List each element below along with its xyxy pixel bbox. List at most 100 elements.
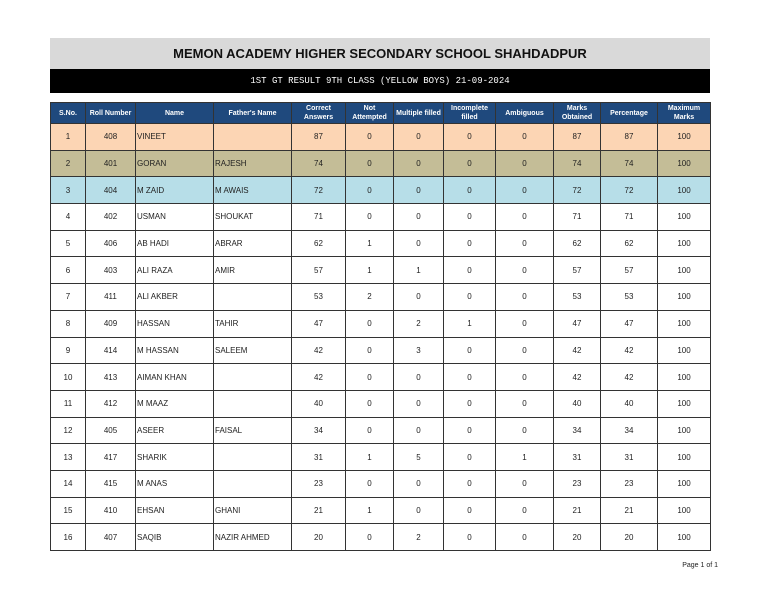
table-cell — [213, 283, 292, 311]
table-cell: 0 — [393, 149, 444, 178]
table-cell: 9 — [50, 336, 86, 365]
table-cell: 417 — [85, 443, 136, 471]
page-number: Page 1 of 1 — [682, 562, 718, 569]
table-cell — [213, 363, 292, 391]
table-cell: 34 — [600, 416, 658, 445]
table-row: 8 409 HASSAN TAHIR 47 0 2 1 0 47 47 100 — [50, 309, 711, 338]
table-cell: EHSAN — [135, 496, 214, 525]
table-cell: 0 — [443, 363, 496, 391]
column-header: Not Attempted — [345, 102, 394, 124]
table-row: 2 401 GORAN RAJESH 74 0 0 0 0 74 74 100 — [50, 149, 711, 178]
table-cell: 0 — [443, 176, 496, 205]
table-row: 11 412 M MAAZ 40 0 0 0 0 40 40 100 — [50, 389, 711, 418]
table-cell: 1 — [345, 256, 394, 285]
table-cell: 100 — [657, 203, 711, 231]
table-cell: 0 — [393, 363, 444, 391]
table-cell: 0 — [495, 123, 554, 151]
table-cell: 411 — [85, 283, 136, 311]
table-row: 7 411 ALI AKBER 53 2 0 0 0 53 53 100 — [50, 283, 711, 311]
table-cell: AMIR — [213, 256, 292, 285]
table-cell: 100 — [657, 283, 711, 311]
table-cell: 10 — [50, 363, 86, 391]
table-cell — [213, 123, 292, 151]
table-cell — [213, 389, 292, 418]
table-cell: 42 — [291, 336, 346, 365]
table-cell: 0 — [345, 416, 394, 445]
table-cell: 0 — [495, 363, 554, 391]
table-cell: 1 — [443, 309, 496, 338]
table-cell: 100 — [657, 389, 711, 418]
table-cell: 0 — [495, 203, 554, 231]
table-cell: GHANI — [213, 496, 292, 525]
table-cell: 0 — [345, 523, 394, 551]
table-cell: 0 — [495, 416, 554, 445]
table-cell: 406 — [85, 229, 136, 258]
table-cell: 8 — [50, 309, 86, 338]
table-cell: 0 — [345, 469, 394, 498]
table-cell: 0 — [495, 283, 554, 311]
table-cell: 21 — [553, 496, 601, 525]
table-cell: 2 — [345, 283, 394, 311]
table-cell: NAZIR AHMED — [213, 523, 292, 551]
column-header: Correct Answers — [291, 102, 346, 124]
table-cell: 401 — [85, 149, 136, 178]
table-cell: 20 — [291, 523, 346, 551]
column-header: Multiple filled — [393, 102, 444, 124]
table-cell: 11 — [50, 389, 86, 418]
table-cell: 23 — [600, 469, 658, 498]
table-cell: 72 — [553, 176, 601, 205]
table-cell: 14 — [50, 469, 86, 498]
table-cell: 0 — [495, 523, 554, 551]
table-row: 16 407 SAQIB NAZIR AHMED 20 0 2 0 0 20 20 100 — [50, 523, 711, 551]
table-cell: 42 — [600, 336, 658, 365]
table-cell: 410 — [85, 496, 136, 525]
table-cell: 1 — [393, 256, 444, 285]
table-cell: 0 — [345, 176, 394, 205]
table-cell: 0 — [443, 123, 496, 151]
table-cell: 100 — [657, 149, 711, 178]
result-subtitle: 1ST GT RESULT 9TH CLASS (YELLOW BOYS) 21… — [50, 69, 710, 93]
table-cell: 408 — [85, 123, 136, 151]
table-cell: 42 — [600, 363, 658, 391]
table-cell: AIMAN KHAN — [135, 363, 214, 391]
table-cell: 0 — [443, 416, 496, 445]
table-cell: VINEET — [135, 123, 214, 151]
table-cell: 40 — [291, 389, 346, 418]
table-cell: GORAN — [135, 149, 214, 178]
column-header: S.No. — [50, 102, 86, 124]
table-cell: 87 — [600, 123, 658, 151]
table-cell: 21 — [291, 496, 346, 525]
table-cell: 1 — [345, 443, 394, 471]
table-header: S.No. Roll Number Name Father's Name Correct… — [50, 102, 711, 124]
table-cell: 0 — [443, 443, 496, 471]
table-cell: 0 — [495, 149, 554, 178]
table-cell: M MAAZ — [135, 389, 214, 418]
table-cell: 2 — [393, 523, 444, 551]
table-cell: 100 — [657, 309, 711, 338]
table-cell: 1 — [50, 123, 86, 151]
table-cell: 0 — [495, 336, 554, 365]
table-cell: 404 — [85, 176, 136, 205]
column-header: Maximum Marks — [657, 102, 711, 124]
table-cell: FAISAL — [213, 416, 292, 445]
table-cell: 0 — [345, 149, 394, 178]
table-cell: 57 — [291, 256, 346, 285]
table-cell: 0 — [393, 416, 444, 445]
table-row: 9 414 M HASSAN SALEEM 42 0 3 0 0 42 42 100 — [50, 336, 711, 365]
results-table: S.No. Roll Number Name Father's Name Correct… — [50, 102, 711, 551]
table-row: 6 403 ALI RAZA AMIR 57 1 1 0 0 57 57 100 — [50, 256, 711, 285]
table-cell: 20 — [600, 523, 658, 551]
table-cell: 57 — [553, 256, 601, 285]
table-cell: 0 — [345, 309, 394, 338]
table-cell: 0 — [393, 469, 444, 498]
table-cell: HASSAN — [135, 309, 214, 338]
table-cell: 1 — [345, 229, 394, 258]
table-cell: 53 — [553, 283, 601, 311]
table-cell: 40 — [600, 389, 658, 418]
table-cell: M AWAIS — [213, 176, 292, 205]
table-cell: 100 — [657, 229, 711, 258]
table-cell: 415 — [85, 469, 136, 498]
table-cell: 42 — [553, 336, 601, 365]
table-cell: 47 — [600, 309, 658, 338]
column-header: Roll Number — [85, 102, 136, 124]
